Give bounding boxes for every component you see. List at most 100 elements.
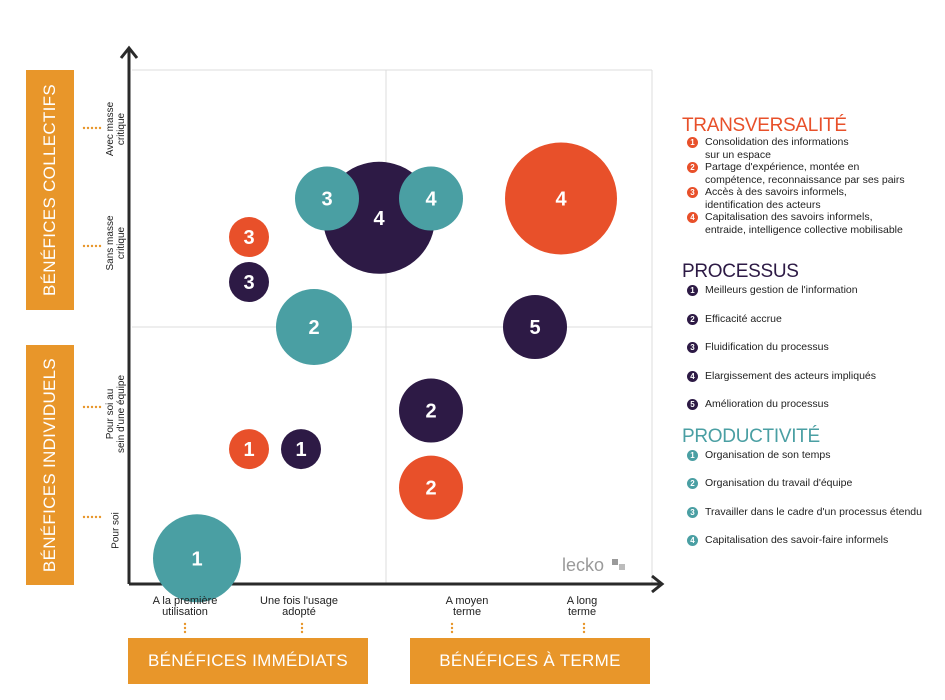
legend-item: 4 Elargissement des acteurs impliqués: [682, 370, 944, 383]
legend-group-processus: PROCESSUS 1 Meilleurs gestion de l'inform…: [682, 262, 944, 411]
bubble-label: 1: [243, 439, 254, 461]
bubble: [399, 166, 463, 231]
legend-item: 1 Consolidation des informations sur un e…: [682, 136, 944, 161]
legend-group-productivite: PRODUCTIVITÉ 1 Organisation de son temps 2…: [682, 425, 944, 547]
y-bottom-banner: BÉNÉFICES INDIVIDUELS: [26, 345, 74, 585]
legend-item: 5 Amélioration du processus: [682, 398, 944, 411]
legend: TRANSVERSALITÉ 1 Consolidation des inform…: [682, 116, 944, 563]
connector-dot: [94, 515, 98, 519]
legend-number-badge: 4: [687, 212, 698, 223]
connector-dot: [300, 630, 304, 634]
legend-item: 4 Capitalisation des savoir-faire informe…: [682, 534, 944, 547]
connector-dot: [86, 405, 90, 409]
x-right-banner: BÉNÉFICES À TERME: [410, 638, 650, 684]
watermark: lecko: [562, 555, 604, 575]
connector-dot: [94, 126, 98, 130]
bubble-label: 4: [373, 208, 385, 230]
connector-dot: [82, 515, 86, 519]
bubble: [153, 514, 241, 603]
watermark-mark: [612, 559, 618, 565]
connector-dot: [98, 405, 102, 409]
bubble-label: 3: [243, 227, 254, 249]
bubble-label: 5: [529, 317, 540, 339]
connector-dot: [300, 622, 304, 626]
x-tick-label: A moyen terme: [445, 595, 489, 618]
bubble: [295, 166, 359, 231]
connector-dot: [98, 244, 102, 248]
connector-dot: [450, 626, 454, 630]
x-tick-label: A long terme: [566, 595, 598, 618]
connector-dot: [82, 244, 86, 248]
legend-item-text: Organisation de son temps: [705, 448, 831, 461]
legend-item-text: Travailler dans le cadre d'un processus …: [705, 505, 922, 518]
connector-dot: [450, 630, 454, 634]
legend-item: 1 Organisation de son temps: [682, 449, 944, 462]
legend-item: 4 Capitalisation des savoirs informels, e…: [682, 211, 944, 236]
legend-item: 3 Travailler dans le cadre d'un processus…: [682, 506, 944, 519]
connector-dot: [98, 126, 102, 130]
connector-dot: [183, 626, 187, 630]
legend-number-badge: 5: [687, 399, 698, 410]
legend-number-badge: 1: [687, 285, 698, 296]
y-top-banner: BÉNÉFICES COLLECTIFS: [26, 70, 74, 310]
bubble-label: 2: [425, 401, 436, 423]
connector-dot: [582, 630, 586, 634]
legend-number-badge: 3: [687, 506, 698, 518]
bubble-label: 4: [425, 189, 437, 211]
connector-dot: [86, 515, 90, 519]
x-right-banner-label: BÉNÉFICES À TERME: [439, 651, 621, 670]
connector-dot: [86, 126, 90, 130]
connector-dot: [90, 126, 94, 130]
bubble: [399, 378, 463, 443]
legend-item-text: Accès à des savoirs informels, identific…: [705, 186, 847, 211]
bubble: [229, 262, 269, 303]
x-left-banner: BÉNÉFICES IMMÉDIATS: [128, 638, 368, 684]
legend-title: TRANSVERSALITÉ: [682, 115, 847, 136]
bubble: [399, 455, 463, 520]
connector-dot: [90, 515, 94, 519]
y-tick-label: Pour soi au sein d'une équipe: [105, 374, 127, 454]
legend-title: PROCESSUS: [682, 261, 799, 282]
legend-number-badge: 1: [687, 137, 698, 148]
legend-number-badge: 1: [687, 449, 698, 461]
bubbles: 4 4 1 2 2 2 5 3 4 1 3 1 3: [153, 142, 617, 603]
x-left-banner-label: BÉNÉFICES IMMÉDIATS: [148, 651, 348, 670]
connector-dot: [582, 626, 586, 630]
legend-number-badge: 2: [687, 478, 698, 489]
legend-number-badge: 4: [687, 370, 698, 382]
y-tick-label: Avec masse critique: [105, 101, 127, 157]
bubble-label: 1: [295, 439, 306, 461]
x-axis-arrow: [651, 574, 665, 594]
legend-title: PRODUCTIVITÉ: [682, 425, 820, 447]
y-tick-label: Sans masse critique: [105, 215, 127, 271]
y-tick-label: Pour soi: [110, 512, 122, 549]
bubble-label: 4: [555, 189, 567, 211]
bubble-label: 1: [191, 548, 202, 570]
connector-dot: [183, 630, 187, 634]
bubble-label: 2: [308, 317, 319, 339]
legend-item-text: Consolidation des informations sur un es…: [705, 136, 849, 161]
x-tick-label: Une fois l'usage adopté: [260, 595, 338, 618]
bubble: [229, 429, 269, 470]
watermark-mark: [619, 564, 625, 570]
legend-item-text: Capitalisation des savoir-faire informel…: [705, 534, 889, 546]
legend-item: 3 Accès à des savoirs informels, identifi…: [682, 186, 944, 211]
bubble: [503, 295, 567, 359]
connector-dot: [94, 405, 98, 409]
connector-dot: [90, 244, 94, 248]
bubble: [505, 142, 617, 255]
legend-item: 3 Fluidification du processus: [682, 341, 944, 354]
bubble: [229, 217, 269, 258]
bubble: [281, 429, 321, 470]
legend-item-text: Amélioration du processus: [705, 398, 829, 410]
y-top-banner-label: BÉNÉFICES COLLECTIFS: [40, 84, 59, 296]
legend-number-badge: 4: [687, 535, 698, 546]
legend-item-text: Elargissement des acteurs impliqués: [705, 369, 876, 382]
legend-item: 2 Organisation du travail d'équipe: [682, 477, 944, 490]
bubble-label: 3: [321, 189, 332, 211]
y-axis-arrow: [119, 45, 139, 59]
bubble-label: 3: [243, 272, 254, 294]
connector-dot: [94, 244, 98, 248]
dotted-connectors: [82, 126, 586, 634]
